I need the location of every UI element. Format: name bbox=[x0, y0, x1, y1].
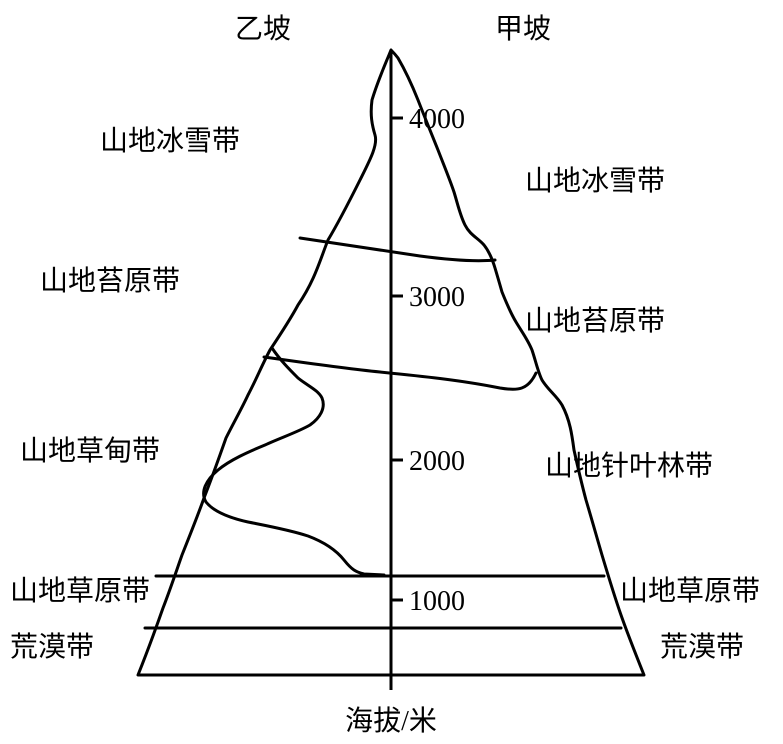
zone-label-left-2: 山地草甸带 bbox=[20, 435, 160, 467]
zone-label-left-3: 山地草原带 bbox=[10, 575, 150, 607]
zone-label-left-4: 荒漠带 bbox=[10, 631, 94, 663]
zone-label-right-1: 山地苔原带 bbox=[525, 305, 665, 337]
axis-tick-label: 2000 bbox=[409, 446, 465, 477]
axis-tick-label: 1000 bbox=[409, 586, 465, 617]
zone-label-left-0: 山地冰雪带 bbox=[100, 125, 240, 157]
header-right: 甲坡 bbox=[495, 13, 551, 45]
axis-tick-label: 3000 bbox=[409, 282, 465, 313]
axis-tick-label: 4000 bbox=[409, 104, 465, 135]
zone-label-right-4: 荒漠带 bbox=[660, 631, 744, 663]
zone-label-right-2: 山地针叶林带 bbox=[545, 450, 713, 482]
zone-label-left-1: 山地苔原带 bbox=[40, 265, 180, 297]
axis-label: 海拔/米 bbox=[345, 705, 437, 737]
header-left: 乙坡 bbox=[235, 13, 291, 45]
zone-label-right-0: 山地冰雪带 bbox=[525, 165, 665, 197]
mountain-vegetation-diagram: 4000300020001000乙坡甲坡海拔/米山地冰雪带山地苔原带山地草甸带山… bbox=[0, 0, 783, 744]
zone-label-right-3: 山地草原带 bbox=[620, 575, 760, 607]
